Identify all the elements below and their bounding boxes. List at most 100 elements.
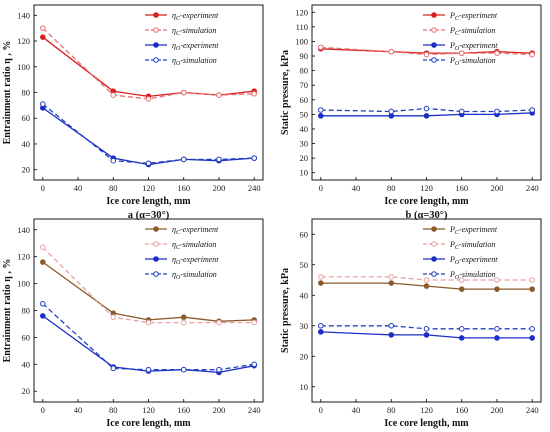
- y-tick-label: 100: [295, 36, 308, 46]
- y-tick-label: 30: [300, 321, 309, 331]
- y-tick-label: 60: [300, 95, 309, 105]
- x-tick-label: 120: [420, 183, 433, 193]
- legend-label-3: ηO-simulation: [172, 56, 217, 67]
- y-tick-label: 50: [300, 109, 309, 119]
- data-point: [458, 277, 465, 283]
- series-line-3: [320, 107, 533, 113]
- series-line-2: [42, 107, 255, 166]
- legend-label-0: PC-experiment: [449, 225, 498, 236]
- y-tick-label: 140: [17, 10, 30, 20]
- data-point: [318, 274, 324, 280]
- chart-panel-1: 0 40 80 120 160 200 240 10 20 30 40 50 60 70 80 90 100 11…: [280, 4, 542, 221]
- data-point: [529, 335, 535, 341]
- x-axis-label: Ice core length, mm: [384, 418, 469, 429]
- data-point: [110, 365, 117, 372]
- x-tick-label: 80: [109, 183, 118, 193]
- legend-marker-0: [431, 12, 437, 18]
- x-tick-label: 40: [74, 405, 83, 415]
- data-point: [318, 280, 324, 286]
- x-tick-label: 240: [248, 405, 261, 415]
- y-tick-label: 20: [22, 386, 31, 396]
- data-point: [180, 89, 187, 96]
- legend-marker-1: [153, 241, 159, 247]
- series-line-3: [320, 325, 533, 330]
- data-point: [458, 286, 465, 292]
- data-point: [110, 157, 117, 164]
- y-tick-label: 40: [22, 359, 31, 369]
- data-point: [529, 51, 535, 58]
- y-tick-label: 10: [300, 382, 309, 392]
- data-point: [145, 319, 152, 326]
- data-point: [388, 280, 395, 286]
- data-point: [494, 286, 500, 292]
- series-line-1: [42, 27, 255, 100]
- plot-frame: [33, 4, 264, 181]
- legend-marker-2: [431, 42, 437, 48]
- data-point: [110, 92, 117, 98]
- legend-marker-3: [153, 271, 159, 277]
- data-point: [423, 326, 430, 332]
- data-point: [494, 108, 500, 115]
- data-point: [423, 51, 430, 58]
- data-point: [529, 326, 535, 332]
- data-point: [180, 314, 187, 321]
- y-tick-label: 60: [22, 332, 31, 342]
- x-tick-label: 0: [319, 405, 323, 415]
- data-point: [110, 314, 117, 321]
- legend-label-1: PC-simulation: [449, 240, 495, 251]
- x-tick-label: 120: [420, 405, 433, 415]
- data-point: [318, 44, 324, 51]
- y-tick-label: 40: [22, 139, 31, 149]
- data-point: [145, 366, 152, 373]
- y-tick-label: 60: [300, 229, 309, 239]
- series-line-1: [320, 46, 533, 56]
- data-point: [251, 361, 257, 368]
- legend-marker-1: [431, 27, 437, 33]
- y-axis-label: Static pressure, kPa: [280, 50, 291, 135]
- x-tick-label: 80: [109, 405, 118, 415]
- data-point: [458, 335, 465, 341]
- legend-label-2: PO-experiment: [449, 255, 498, 266]
- x-tick-label: 40: [352, 405, 361, 415]
- chart-panel-0: 0 40 80 120 160 200 240 20 40 60 80 100 120 140 Ice co…: [2, 4, 264, 221]
- legend-label-0: PC-experiment: [449, 11, 498, 22]
- data-point: [216, 366, 222, 373]
- legend-label-1: ηC-simulation: [172, 26, 216, 37]
- y-tick-label: 30: [300, 139, 309, 149]
- y-tick-label: 20: [22, 165, 31, 175]
- series-line-3: [42, 103, 255, 164]
- y-tick-label: 120: [17, 36, 30, 46]
- y-tick-label: 100: [17, 279, 30, 289]
- legend-label-2: ηO-experiment: [172, 255, 219, 266]
- panel-caption: b (α=30°): [406, 210, 449, 221]
- y-tick-label: 110: [296, 22, 308, 32]
- x-tick-label: 160: [177, 183, 190, 193]
- data-point: [251, 155, 257, 161]
- y-tick-label: 80: [300, 66, 309, 76]
- x-tick-label: 200: [491, 183, 504, 193]
- data-point: [388, 274, 395, 280]
- data-point: [388, 108, 395, 115]
- x-tick-label: 240: [526, 405, 539, 415]
- x-tick-label: 40: [74, 183, 83, 193]
- legend-marker-3: [153, 57, 159, 63]
- legend-marker-2: [153, 42, 159, 48]
- y-tick-label: 80: [22, 88, 31, 98]
- data-point: [40, 259, 46, 265]
- y-tick-label: 20: [300, 351, 309, 361]
- chart-panel-2: 0 40 80 120 160 200 240 20 40 60 80 100 120 140 Ice co…: [2, 218, 264, 429]
- y-tick-label: 140: [17, 225, 30, 235]
- legend-label-3: ηO-simulation: [172, 270, 217, 281]
- data-point: [458, 50, 465, 56]
- y-tick-label: 120: [17, 252, 30, 262]
- data-point: [318, 329, 324, 335]
- legend-marker-3: [431, 271, 437, 277]
- legend-label-0: ηC-experiment: [172, 11, 219, 22]
- x-tick-label: 80: [387, 405, 396, 415]
- x-tick-label: 0: [41, 405, 45, 415]
- data-point: [40, 34, 46, 40]
- y-tick-label: 70: [300, 80, 309, 90]
- legend-label-0: ηC-experiment: [172, 225, 219, 236]
- y-tick-label: 40: [300, 290, 309, 300]
- data-point: [40, 25, 46, 31]
